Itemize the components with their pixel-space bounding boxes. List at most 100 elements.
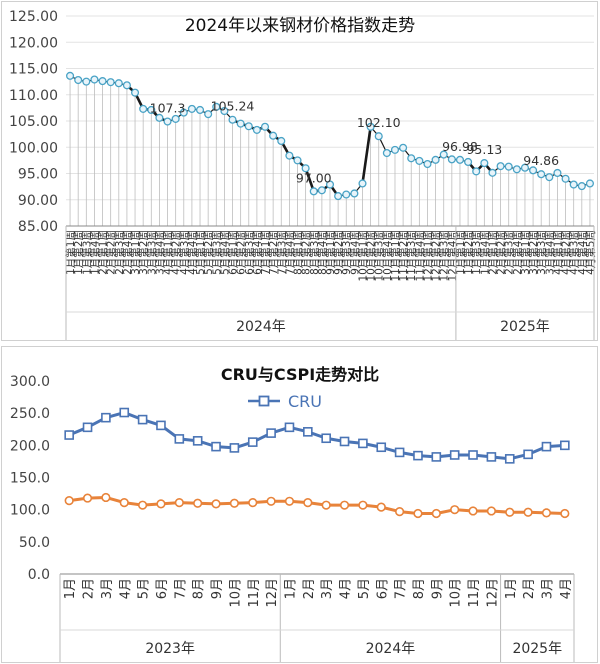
chart-2-x-tick: 6月 xyxy=(375,578,390,599)
chart-1-point xyxy=(269,131,278,140)
chart-1-x-tick: 5月第4周 xyxy=(218,230,231,275)
chart-2-point xyxy=(321,433,331,444)
chart-2-legend-marker xyxy=(258,395,270,407)
chart-1-y-tick: 120.00 xyxy=(9,35,58,51)
chart-1-point xyxy=(407,154,416,163)
chart-1-x-tick: 4月第3周 xyxy=(178,230,191,275)
chart-1-point xyxy=(285,151,294,160)
chart-1-x-tick: 4月第1周 xyxy=(162,230,175,275)
chart-1-x-tick: 4月第4周 xyxy=(186,230,199,275)
chart-1-x-tick: 6月第1周 xyxy=(227,230,240,275)
chart-1-data-label: 105.24 xyxy=(211,99,255,114)
chart-2-x-tick: 9月 xyxy=(210,578,225,599)
chart-1-point xyxy=(122,81,131,90)
chart-2-y-tick: 250.0 xyxy=(10,406,50,422)
chart-1-year-label: 2024年 xyxy=(236,319,286,335)
chart-1-x-tick: 10月第4周 xyxy=(381,230,394,282)
chart-2-point xyxy=(560,508,570,519)
chart-1-point xyxy=(98,77,107,86)
chart-1-point xyxy=(179,108,188,117)
chart-2-point xyxy=(413,508,423,519)
chart-1-point xyxy=(342,190,351,199)
chart-2-frame xyxy=(1,346,598,663)
chart-1-point xyxy=(480,159,489,168)
chart-2-point xyxy=(174,497,184,508)
chart-2-x-tick: 7月 xyxy=(173,578,188,599)
chart-1-point xyxy=(577,182,586,191)
chart-1-x-tick: 2月第2周 xyxy=(495,230,508,275)
chart-2-point xyxy=(211,441,221,452)
chart-2-point xyxy=(211,499,221,509)
chart-2-x-tick: 12月 xyxy=(485,578,500,608)
chart-2-point xyxy=(358,438,368,449)
chart-1-x-tick: 8月第1周 xyxy=(292,230,305,275)
chart-1-x-tick: 11月第3周 xyxy=(405,230,418,282)
chart-1-x-tick: 8月第3周 xyxy=(308,230,321,275)
chart-2-x-tick: 8月 xyxy=(412,578,427,599)
chart-1-x-tick: 3月第4周 xyxy=(543,230,556,275)
chart-2-x-tick: 1月 xyxy=(63,578,78,599)
chart-2-point xyxy=(284,422,295,433)
chart-1-point xyxy=(244,122,253,131)
chart-2-point xyxy=(248,497,258,508)
chart-1-point xyxy=(512,165,521,174)
chart-1-point xyxy=(472,167,481,176)
chart-2-y-tick: 150.0 xyxy=(10,471,50,487)
chart-2-x-tick: 4月 xyxy=(559,578,574,599)
chart-1-x-tick: 1月第3周 xyxy=(470,230,483,275)
chart-1-point xyxy=(455,155,465,164)
chart-1-point xyxy=(236,119,245,128)
chart-1-point xyxy=(309,187,318,196)
chart-2-point xyxy=(505,507,515,517)
chart-1-point xyxy=(74,76,83,85)
chart-1-x-tick: 5月第1周 xyxy=(194,230,207,275)
chart-2-x-tick: 11月 xyxy=(247,578,262,608)
chart-1-point xyxy=(252,125,261,134)
chart-2-point xyxy=(486,506,496,516)
chart-2-point xyxy=(303,427,313,437)
chart-1-x-tick: 6月第4周 xyxy=(251,230,264,275)
chart-2-point xyxy=(468,506,478,516)
chart-2-x-tick: 8月 xyxy=(192,578,207,599)
chart-1-year-label: 2025年 xyxy=(500,319,550,335)
chart-2-point xyxy=(523,507,533,517)
chart-1-point xyxy=(260,122,270,131)
chart-1-point xyxy=(520,163,530,172)
chart-1-y-tick: 90.00 xyxy=(18,193,58,209)
chart-2-point xyxy=(247,437,258,447)
chart-1-point xyxy=(163,117,172,126)
chart-1-x-tick: 2月第3周 xyxy=(113,230,126,275)
chart-2-point xyxy=(138,500,148,510)
chart-1-x-tick: 3月第1周 xyxy=(129,230,142,275)
chart-2-point xyxy=(449,450,460,460)
chart-1-x-tick: 2月第2周 xyxy=(105,230,118,275)
chart-1-point xyxy=(187,104,196,113)
chart-1-data-label: 107.3 xyxy=(150,101,186,116)
chart-2-point xyxy=(321,500,331,510)
chart-2-x-tick: 10月 xyxy=(449,578,464,608)
chart-1-x-tick: 4月第1周 xyxy=(551,230,564,275)
chart-2-point xyxy=(266,496,276,506)
chart-1-point xyxy=(431,155,440,164)
chart-1-point xyxy=(106,78,115,87)
chart-2-point xyxy=(358,500,368,510)
chart-1-x-tick: 5月第2周 xyxy=(202,230,215,275)
chart-2-point xyxy=(119,407,130,418)
chart-1-x-tick: 6月第2周 xyxy=(235,230,248,275)
chart-1-point xyxy=(399,143,408,152)
chart-1-x-tick: 12月第3周 xyxy=(438,230,451,282)
chart-2-series-line xyxy=(68,495,565,516)
chart-1-x-tick: 4月第2周 xyxy=(560,230,573,275)
chart-2-x-tick: 2月 xyxy=(522,578,537,599)
chart-1-x-tick: 7月第3周 xyxy=(275,230,288,275)
chart-2-point xyxy=(229,498,239,508)
chart-1-y-tick: 115.00 xyxy=(9,62,58,78)
chart-1-x-tick: 10月第2周 xyxy=(365,230,378,282)
chart-1-x-tick: 10月第1周 xyxy=(356,230,369,282)
chart-1-x-tick: 1月第3周 xyxy=(80,230,93,275)
chart-1-point xyxy=(293,156,302,165)
chart-1-point xyxy=(488,168,497,177)
chart-1-x-tick: 10月第3周 xyxy=(373,230,386,282)
chart-1-point xyxy=(358,179,367,188)
chart-1-point xyxy=(171,114,180,123)
